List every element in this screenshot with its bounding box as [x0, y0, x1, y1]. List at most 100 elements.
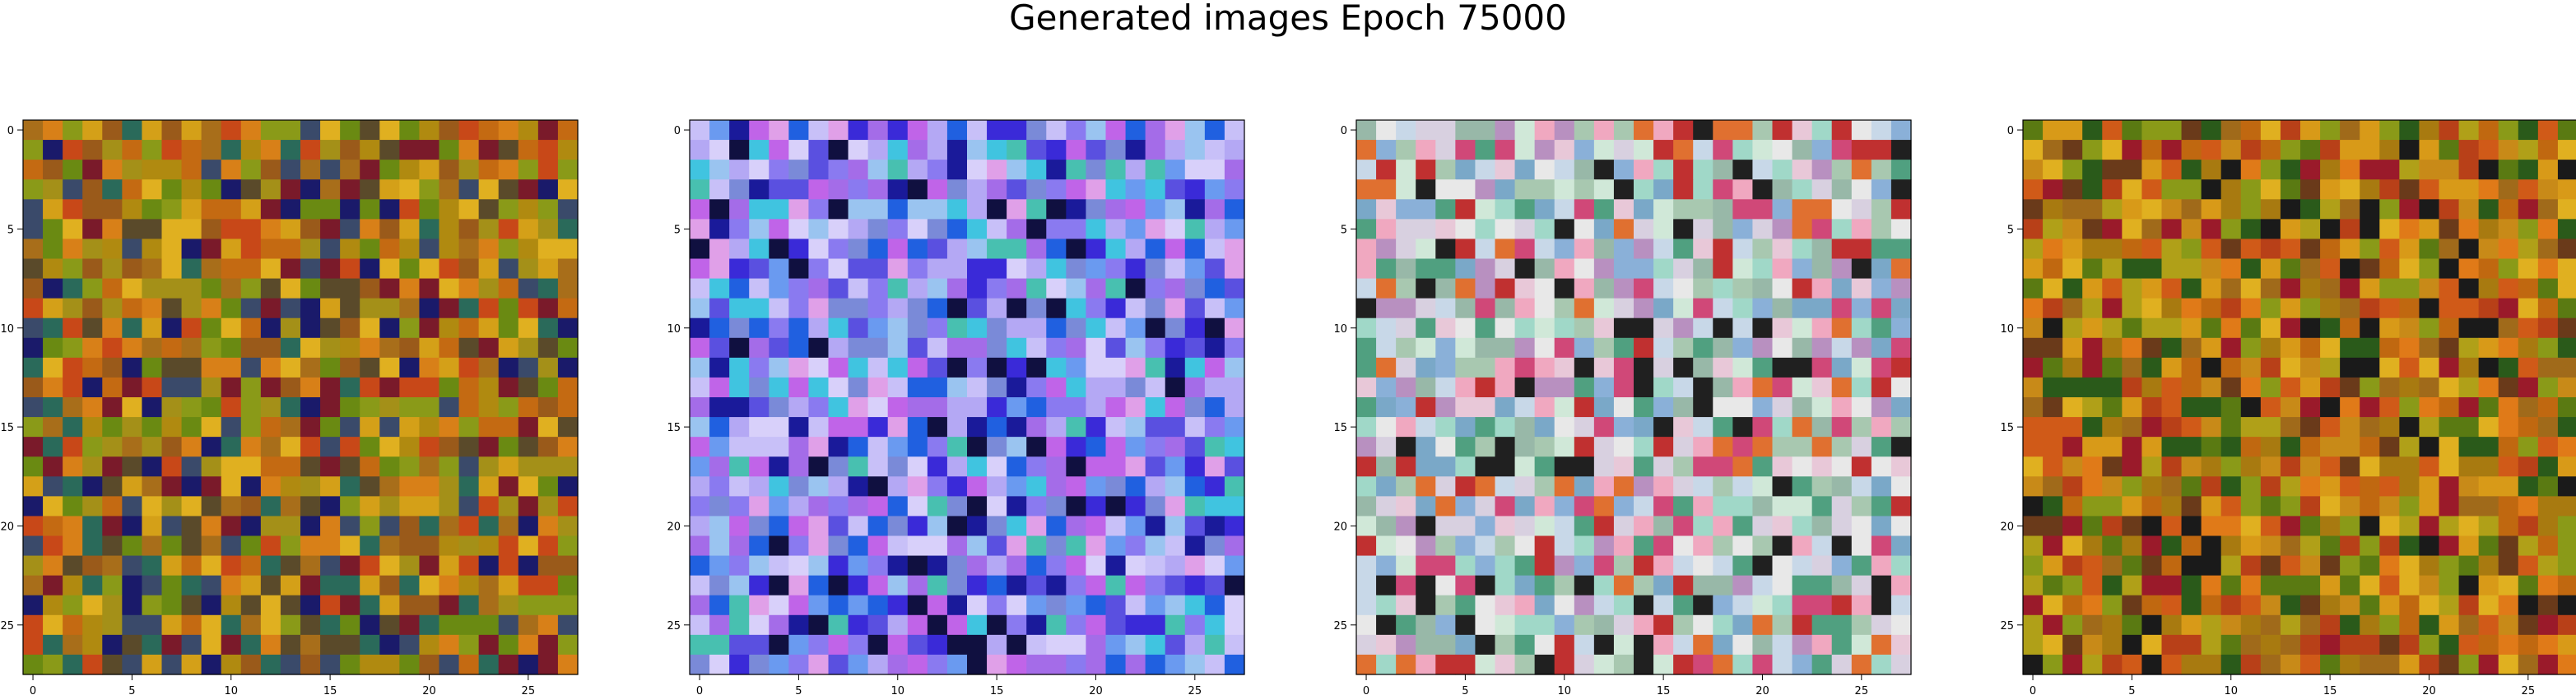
- image-pixel: [907, 219, 928, 240]
- image-pixel: [23, 595, 44, 616]
- image-pixel: [1066, 397, 1087, 418]
- image-pixel: [1831, 595, 1853, 616]
- image-pixel: [2557, 199, 2576, 220]
- image-pixel: [1184, 199, 1206, 220]
- image-pixel: [478, 120, 500, 141]
- image-pixel: [967, 357, 988, 378]
- image-pixel: [379, 595, 400, 616]
- image-pixel: [1871, 337, 1892, 359]
- image-pixel: [122, 555, 143, 577]
- image-pixel: [2419, 437, 2440, 457]
- image-pixel: [1871, 377, 1892, 398]
- image-pixel: [2340, 634, 2360, 656]
- image-pixel: [1752, 140, 1774, 160]
- image-pixel: [2220, 337, 2242, 359]
- image-pixel: [1416, 634, 1436, 656]
- image-pixel: [2300, 298, 2321, 319]
- image-pixel: [1046, 595, 1067, 616]
- image-pixel: [2340, 219, 2360, 240]
- image-pixel: [2557, 120, 2576, 141]
- image-pixel: [887, 437, 909, 457]
- image-pixel: [240, 456, 262, 477]
- image-pixel: [240, 377, 262, 398]
- image-pixel: [1376, 654, 1397, 675]
- image-pixel: [2141, 179, 2163, 200]
- image-pixel: [102, 654, 123, 675]
- image-pixel: [181, 377, 202, 398]
- image-pixel: [1204, 120, 1225, 141]
- image-pixel: [2260, 397, 2281, 418]
- image-pixel: [1554, 575, 1575, 596]
- image-pixel: [1890, 575, 1912, 596]
- image-pixel: [340, 160, 360, 180]
- image-pixel: [967, 179, 988, 200]
- image-pixel: [1007, 575, 1027, 596]
- image-pixel: [320, 614, 341, 636]
- image-pixel: [221, 456, 242, 477]
- image-pixel: [82, 239, 103, 260]
- image-pixel: [828, 417, 849, 438]
- image-pixel: [2340, 476, 2360, 497]
- image-pixel: [300, 160, 321, 180]
- image-pixel: [1105, 239, 1127, 260]
- image-pixel: [1693, 258, 1713, 280]
- image-pixel: [161, 199, 183, 220]
- image-pixel: [1435, 199, 1456, 220]
- image-pixel: [1224, 239, 1245, 260]
- image-pixel: [828, 397, 849, 418]
- image-pixel: [1613, 179, 1634, 200]
- image-pixel: [2399, 317, 2420, 339]
- image-pixel: [518, 417, 539, 438]
- image-pixel: [1890, 199, 1912, 220]
- image-pixel: [2300, 654, 2321, 675]
- image-pixels: [690, 120, 1245, 675]
- image-pixel: [2379, 239, 2400, 260]
- image-pixel: [2379, 634, 2400, 656]
- image-pixel: [1851, 199, 1872, 220]
- image-pixel: [2240, 555, 2262, 577]
- image-pixel: [729, 160, 750, 180]
- image-pixel: [23, 437, 44, 457]
- image-pixel: [2201, 239, 2222, 260]
- image-pixel: [2141, 555, 2163, 577]
- image-pixel: [1811, 140, 1833, 160]
- image-pixel: [987, 654, 1007, 675]
- image-pixel: [300, 417, 321, 438]
- image-pixel: [478, 357, 500, 378]
- image-pixel: [240, 634, 262, 656]
- image-pixel: [2458, 239, 2480, 260]
- image-pixel: [1673, 377, 1694, 398]
- image-pixel: [1105, 377, 1127, 398]
- image-pixel: [280, 317, 301, 339]
- image-pixel: [379, 337, 400, 359]
- image-pixel: [1086, 298, 1107, 319]
- y-tick-label: 10: [667, 323, 681, 336]
- image-pixel: [300, 357, 321, 378]
- image-pixel: [360, 317, 380, 339]
- image-pixel: [1396, 614, 1416, 636]
- image-pixel: [1673, 437, 1694, 457]
- image-pixel: [2280, 120, 2301, 141]
- image-pixel: [1792, 516, 1813, 537]
- image-pixel: [1416, 377, 1436, 398]
- image-pixel: [102, 555, 123, 577]
- image-pixel: [419, 575, 440, 596]
- image-pixel: [181, 199, 202, 220]
- image-pixel: [300, 614, 321, 636]
- image-pixel: [2181, 476, 2202, 497]
- image-pixel: [1593, 535, 1615, 557]
- image-pixel: [399, 575, 421, 596]
- image-pixel: [419, 219, 440, 240]
- image-pixel: [240, 140, 262, 160]
- image-pixel: [788, 337, 810, 359]
- image-pixel: [1105, 298, 1127, 319]
- image-pixel: [769, 337, 789, 359]
- image-pixel: [2320, 456, 2341, 477]
- image-pixel: [808, 634, 830, 656]
- image-pixel: [537, 555, 559, 577]
- image-pixel: [1396, 219, 1416, 240]
- image-pixel: [1204, 555, 1225, 577]
- image-pixel: [2478, 278, 2499, 299]
- image-pixel: [1653, 437, 1674, 457]
- image-pixel: [2557, 614, 2576, 636]
